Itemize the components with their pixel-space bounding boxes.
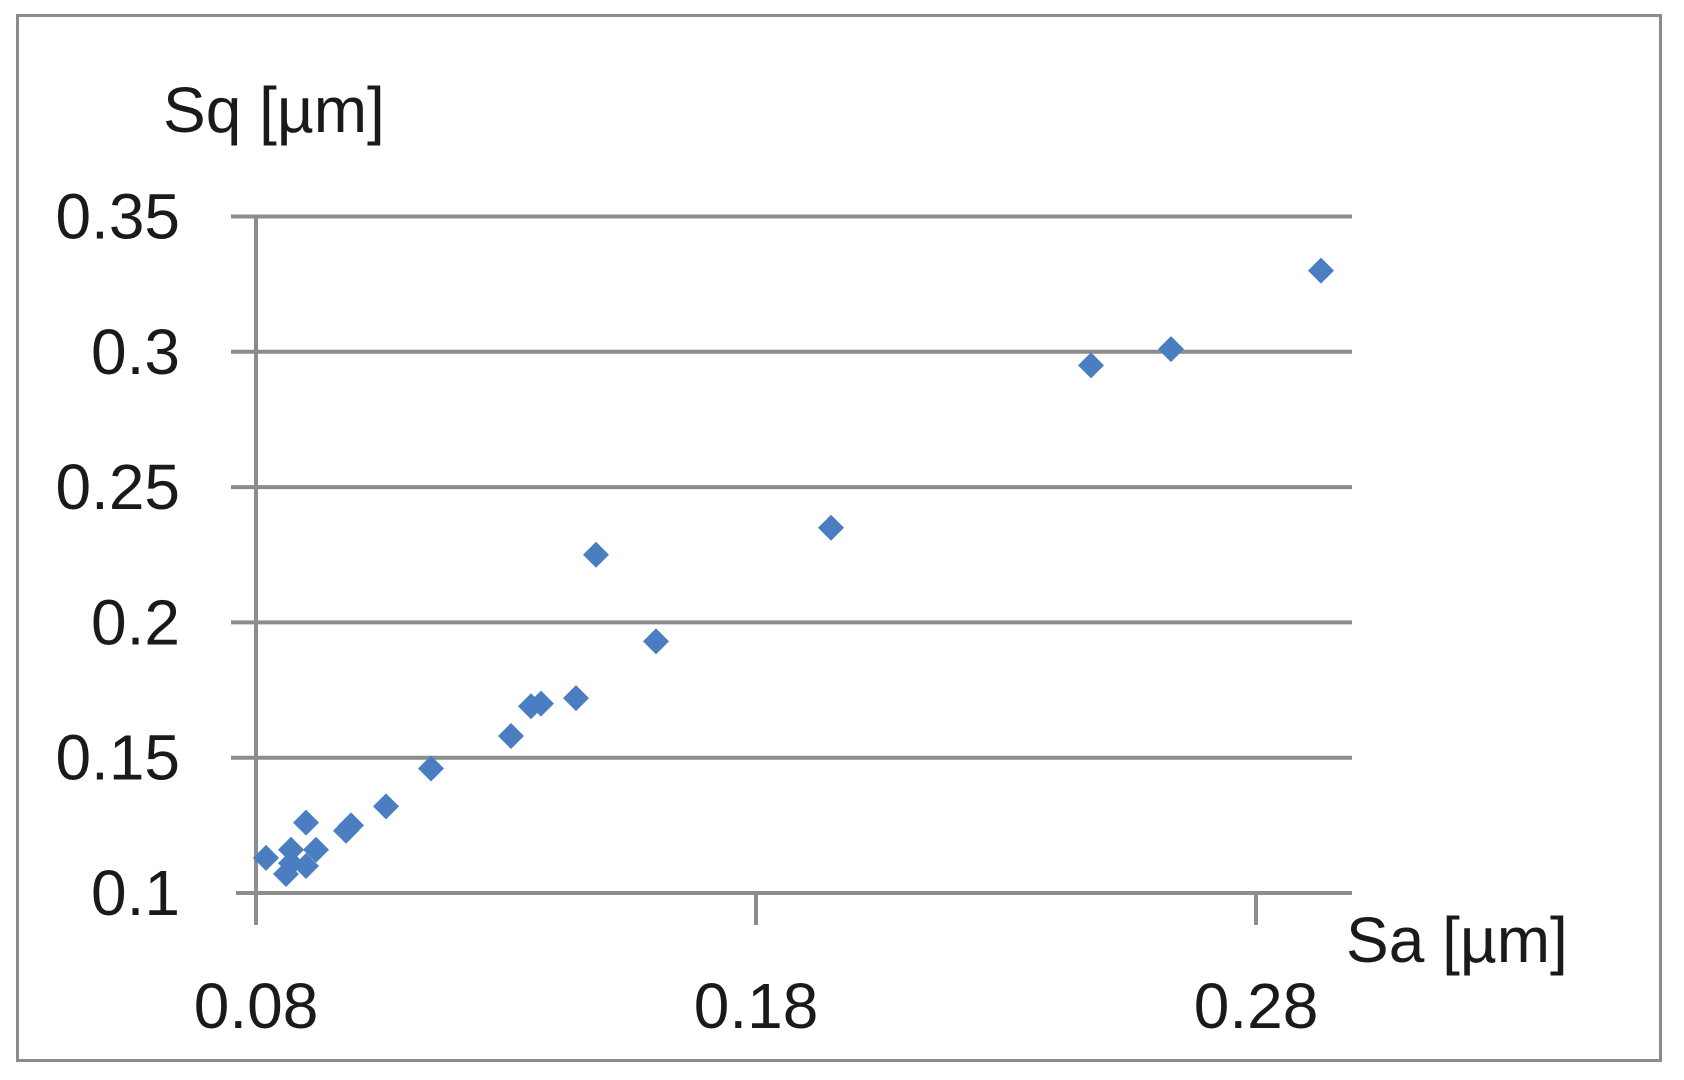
x-tick-label: 0.28 xyxy=(1194,970,1319,1042)
data-point xyxy=(643,628,669,655)
gridlines xyxy=(231,214,1352,760)
data-point xyxy=(293,809,319,836)
data-point xyxy=(583,541,609,568)
x-tick-label: 0.08 xyxy=(194,970,319,1042)
y-tick-labels: 0.1 0.15 0.2 0.25 0.3 0.35 xyxy=(55,181,180,930)
x-tick-labels: 0.08 0.18 0.28 xyxy=(194,970,1319,1042)
data-point xyxy=(338,812,364,839)
data-point xyxy=(1158,336,1184,363)
data-point xyxy=(278,836,304,863)
data-point xyxy=(418,755,444,782)
x-tick-label: 0.18 xyxy=(694,970,819,1042)
data-point xyxy=(498,723,524,750)
data-points xyxy=(253,257,1334,888)
y-tick-label: 0.2 xyxy=(91,586,180,658)
data-point xyxy=(818,514,844,541)
x-axis-title: Sa [µm] xyxy=(1346,904,1568,976)
data-point xyxy=(303,836,329,863)
data-point xyxy=(563,685,589,712)
data-point xyxy=(293,852,319,879)
chart-frame xyxy=(16,14,1662,1062)
data-point xyxy=(1308,257,1334,284)
y-tick-label: 0.25 xyxy=(55,451,180,523)
axes xyxy=(236,216,1352,925)
data-point xyxy=(528,690,554,717)
y-tick-label: 0.15 xyxy=(55,722,180,794)
data-point xyxy=(373,793,399,820)
y-tick-label: 0.3 xyxy=(91,316,180,388)
y-tick-label: 0.1 xyxy=(91,857,180,929)
y-tick-label: 0.35 xyxy=(55,181,180,253)
data-point xyxy=(1078,352,1104,379)
y-axis-title: Sq [µm] xyxy=(163,74,385,146)
data-point xyxy=(253,844,279,871)
